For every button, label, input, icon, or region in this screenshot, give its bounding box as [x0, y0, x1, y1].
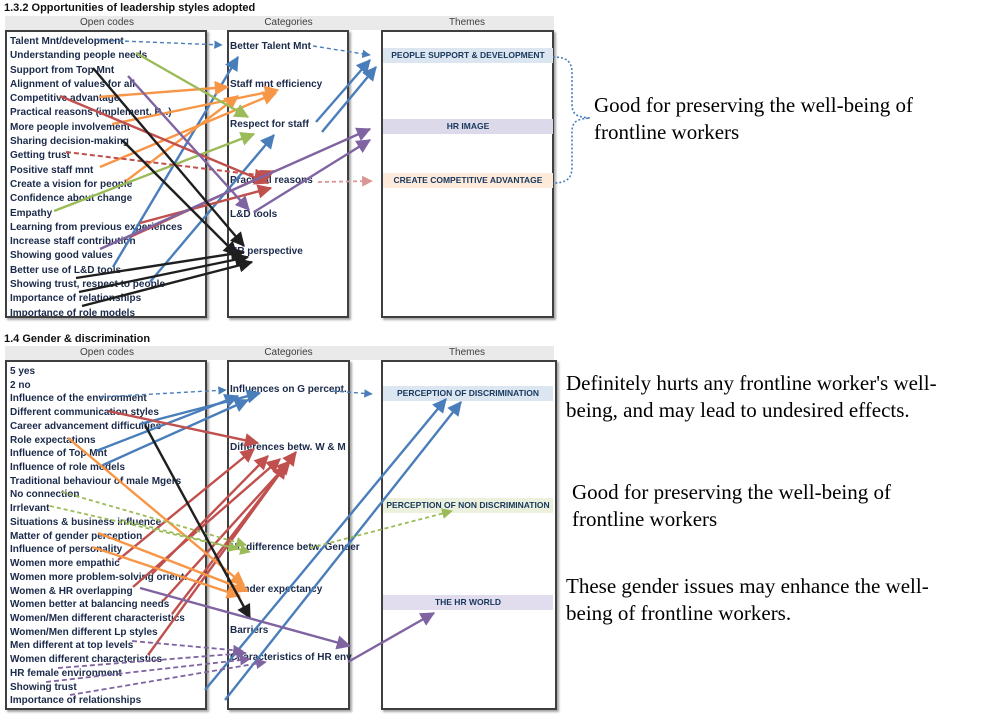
open-code-item: Create a vision for people — [10, 178, 133, 190]
theme-bar: THE HR WORLD — [383, 595, 553, 610]
open-code-item: Men different at top levels — [10, 640, 134, 652]
theme-bar: PEOPLE SUPPORT & DEVELOPMENT — [383, 48, 553, 63]
column-header-categories: Categories — [264, 17, 313, 28]
section2-open-codes-box: 5 yes 2 no Influence of the environment Dif… — [5, 360, 207, 710]
open-code-item: Support from Top Mnt — [10, 64, 115, 76]
open-code-item: Women & HR overlapping — [10, 585, 133, 597]
open-code-item: Showing trust — [10, 681, 77, 693]
column-header-themes: Themes — [448, 17, 486, 28]
open-code-item: 2 no — [10, 379, 31, 391]
column-header-themes: Themes — [448, 347, 486, 358]
open-code-item: Importance of role models — [10, 307, 136, 318]
open-code-item: Showing trust, respect to people — [10, 279, 166, 291]
section1-open-codes-box: Talent Mnt/development Understanding peop… — [5, 30, 207, 318]
open-code-item: Influence of role models — [10, 462, 126, 474]
category-item: Influences on G percept. — [230, 384, 347, 395]
open-code-item: HR female environment — [10, 667, 122, 679]
section2-header-bar: Open codes Categories Themes — [5, 346, 554, 360]
annotation-good-preserving-2: Good for preserving the well-being of fr… — [572, 480, 891, 531]
open-code-item: No connection — [10, 489, 80, 501]
open-code-item: Getting trust — [10, 150, 70, 162]
open-code-item: Sharing decision-making — [10, 136, 129, 148]
section2-themes-box — [381, 360, 557, 710]
category-item: Respect for staff — [230, 119, 309, 130]
open-code-item: Talent Mnt/development — [10, 36, 124, 47]
category-item: No difference betw. Gender — [230, 542, 360, 553]
category-item: Barriers — [230, 625, 269, 636]
open-code-item: Women/Men different characteristics — [10, 612, 185, 624]
open-code-item: Increase staff contribution — [10, 236, 136, 248]
category-item: Practical reasons — [230, 175, 313, 186]
open-code-item: Irrlevant — [10, 503, 50, 515]
open-code-item: Importance of relationships — [10, 293, 142, 305]
open-code-item: Matter of gender perception — [10, 530, 143, 542]
open-code-item: Different communication styles — [10, 407, 159, 419]
category-item: L&D tools — [230, 209, 278, 220]
open-code-item: Women more empathic — [10, 558, 120, 570]
open-code-item: Traditional behaviour of male Mgers — [10, 475, 182, 487]
open-code-item: Learning from previous experiences — [10, 221, 183, 233]
open-code-item: More people involvement — [10, 121, 131, 133]
open-code-item: Competitive advantage — [10, 93, 120, 105]
category-item: Characteristics of HR env. — [230, 652, 354, 663]
open-code-item: Understanding people needs — [10, 50, 148, 62]
category-item: Better Talent Mnt — [230, 41, 311, 52]
open-code-item: Role expectations — [10, 434, 96, 446]
open-code-item: Situations & business influence — [10, 516, 162, 528]
open-code-item: Women better at balancing needs — [10, 599, 170, 611]
column-header-open-codes: Open codes — [80, 347, 134, 358]
category-item: HR perspective — [230, 246, 303, 257]
category-item: Differences betw. W & M — [230, 442, 346, 453]
open-code-item: Alignment of values for all — [10, 78, 136, 90]
theme-bar: PERCEPTION OF DISCRIMINATION — [383, 386, 553, 401]
category-item: Staff mnt efficiency — [230, 79, 323, 90]
open-code-item: Women/Men different Lp styles — [10, 626, 158, 638]
open-code-item: Influence of Top Mnt — [10, 448, 108, 460]
category-item: Gender expectancy — [230, 584, 323, 595]
open-code-item: Women more problem-solving orient. — [10, 571, 188, 583]
annotation-gender-issues-enhance: These gender issues may enhance the well… — [566, 574, 929, 625]
open-code-item: 5 yes — [10, 366, 36, 377]
annotation-good-preserving-1: Good for preserving the well-being of fr… — [594, 93, 913, 144]
open-code-item: Influence of personality — [10, 544, 123, 556]
section1-header-bar: Open codes Categories Themes — [5, 16, 554, 30]
open-code-item: Better use of L&D tools — [10, 264, 122, 276]
annotation-definitely-hurts: Definitely hurts any frontline worker's … — [566, 371, 937, 422]
theme-bar: CREATE COMPETITIVE ADVANTAGE — [383, 173, 553, 188]
open-code-item: Confidence about change — [10, 193, 133, 205]
open-code-item: Practical reasons (implement, P...) — [10, 107, 172, 119]
theme-bar: HR IMAGE — [383, 119, 553, 134]
section1-title: 1.3.2 Opportunities of leadership styles… — [4, 2, 256, 14]
column-header-categories: Categories — [264, 347, 313, 358]
open-code-item: Showing good values — [10, 250, 113, 262]
section2-title: 1.4 Gender & discrimination — [4, 333, 151, 345]
open-code-item: Positive staff mnt — [10, 164, 94, 176]
column-header-open-codes: Open codes — [80, 17, 134, 28]
brace-themes-group — [552, 56, 591, 184]
theme-bar: PERCEPTION OF NON DISCRIMINATION — [383, 498, 553, 513]
open-code-item: Influence of the environment — [10, 393, 147, 405]
open-code-item: Empathy — [10, 207, 53, 219]
open-code-item: Women different characteristics — [10, 654, 163, 666]
section1-categories-box — [227, 30, 349, 318]
open-code-item: Career advancement difficulties — [10, 420, 162, 432]
open-code-item: Importance of relationships — [10, 695, 142, 707]
